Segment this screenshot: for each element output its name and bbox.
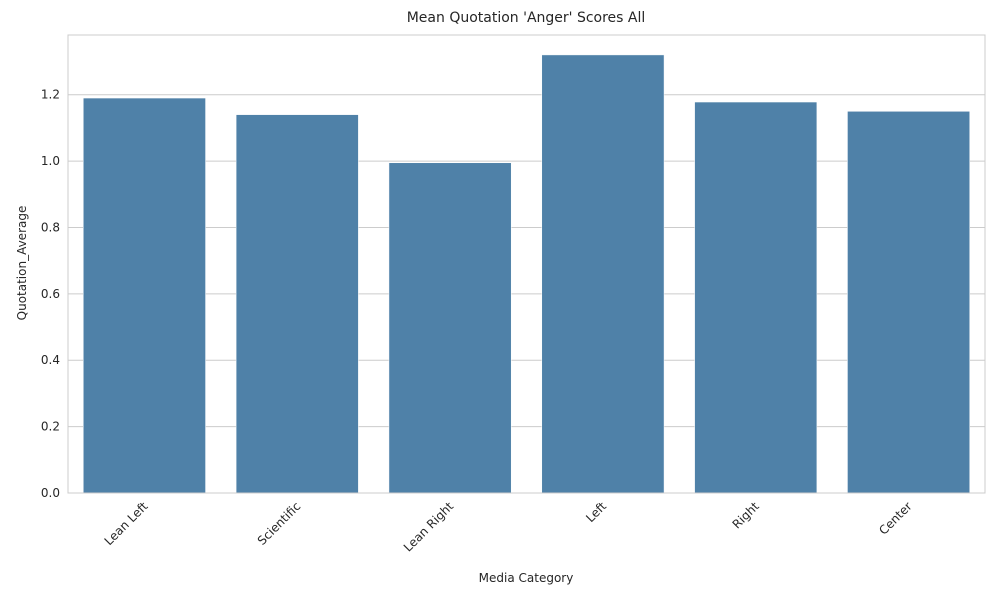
bar-scientific: [235, 114, 359, 494]
axes-frame: [67, 34, 986, 494]
y-tick-label: 0.8: [41, 220, 60, 234]
bar-center: [847, 111, 970, 494]
y-tick-label: 0.6: [41, 287, 60, 301]
y-axis-label: Quotation_Average: [15, 206, 29, 321]
x-tick-label: Scientific: [255, 499, 304, 548]
bar-lean-right: [388, 162, 512, 494]
x-tick-labels: Lean Left Scientific Lean Right Left Right Ce…: [102, 499, 915, 555]
x-tick-label: Right: [730, 499, 762, 531]
chart-title: Mean Quotation 'Anger' Scores All: [407, 10, 646, 26]
x-axis-label: Media Category: [479, 571, 574, 585]
x-tick-label: Left: [583, 499, 609, 525]
y-tick-label: 0.0: [41, 486, 60, 500]
x-tick-label: Lean Left: [102, 499, 151, 548]
bar-left: [541, 54, 665, 494]
bar-right: [694, 101, 818, 494]
y-tick-label: 1.2: [41, 88, 60, 102]
y-tick-label: 0.2: [41, 420, 60, 434]
grid-lines: [68, 94, 985, 494]
x-tick-label: Lean Right: [401, 499, 457, 555]
y-tick-label: 0.4: [41, 353, 60, 367]
bar-lean-left: [83, 97, 206, 494]
bars: [83, 54, 970, 494]
y-tick-labels: 0.0 0.2 0.4 0.6 0.8 1.0 1.2: [41, 88, 60, 500]
x-tick-label: Center: [876, 499, 915, 538]
y-tick-label: 1.0: [41, 154, 60, 168]
